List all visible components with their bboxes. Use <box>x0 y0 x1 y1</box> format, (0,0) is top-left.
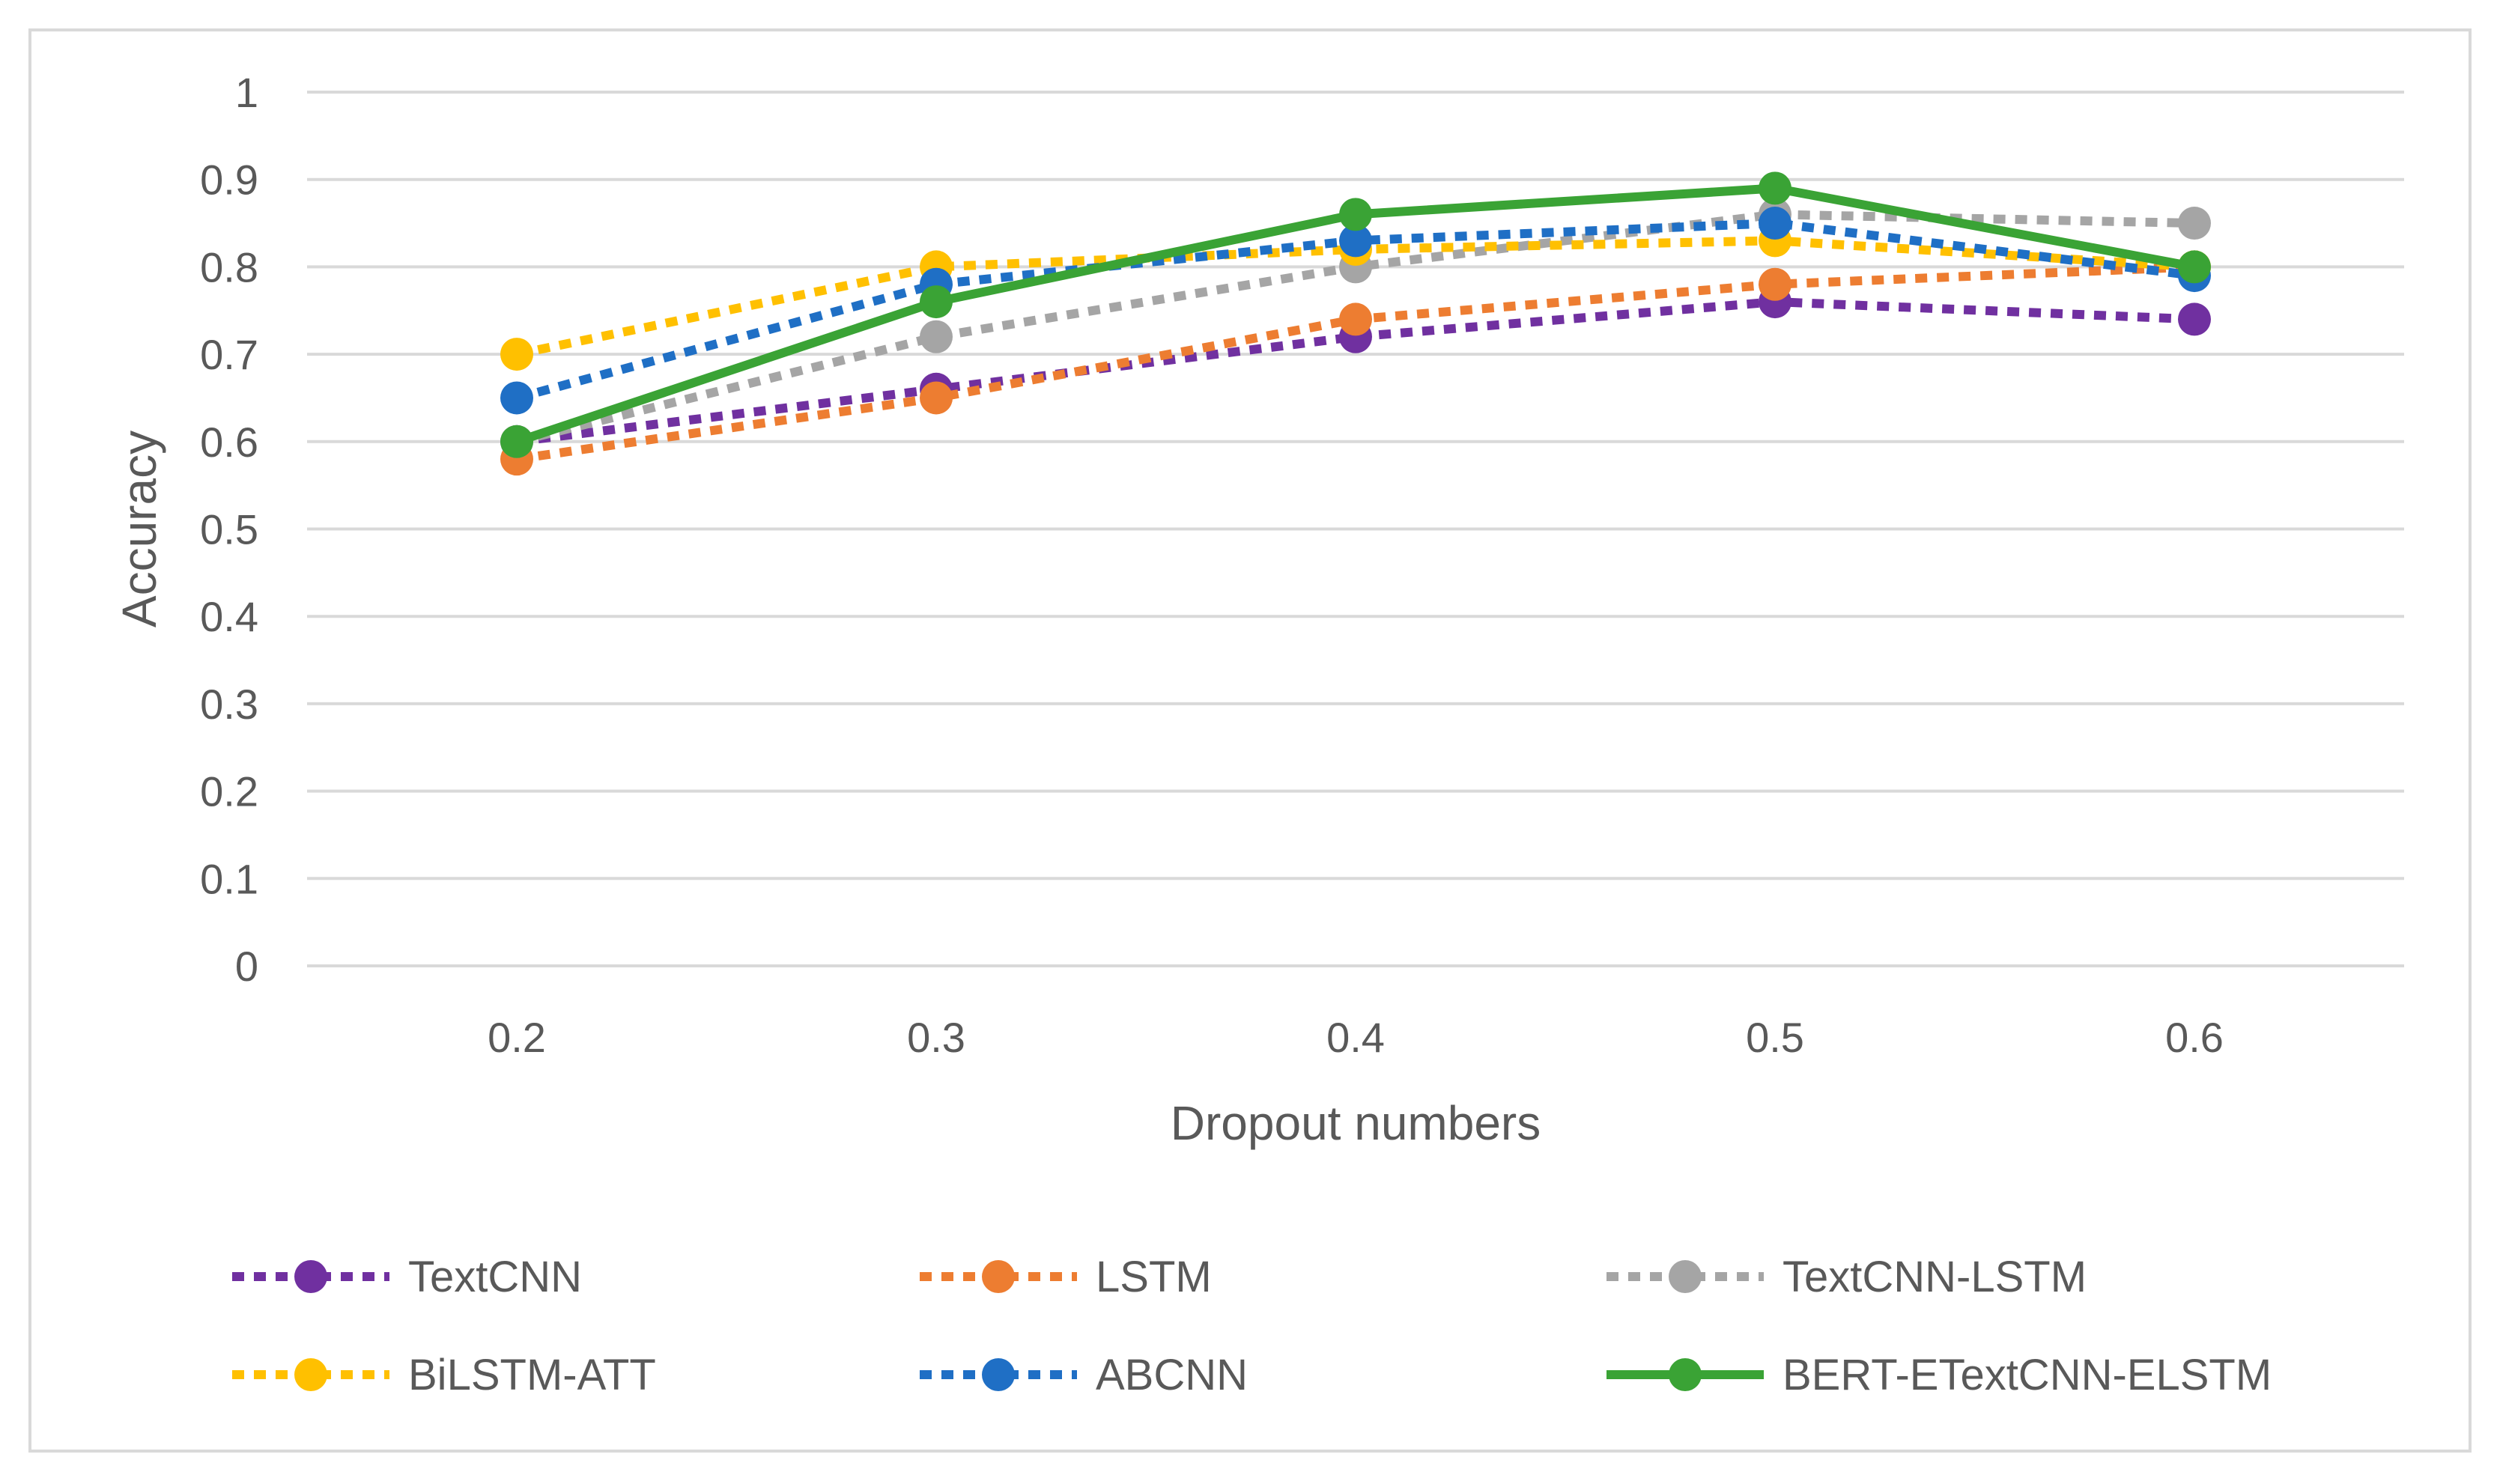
data-point <box>1759 267 1791 301</box>
legend-label: TextCNN <box>408 1253 582 1301</box>
legend-item: TextCNN-LSTM <box>1606 1253 2087 1301</box>
y-tick-label: 0.9 <box>200 156 258 204</box>
data-point <box>2178 207 2211 240</box>
data-point <box>920 381 953 415</box>
legend-marker <box>1669 1358 1702 1391</box>
y-tick-label: 0.5 <box>200 506 258 553</box>
y-tick-label: 0.2 <box>200 768 258 815</box>
legend: TextCNN LSTM TextCNN-LSTM BiLSTM-ATT ABCNN BE… <box>232 1253 2272 1399</box>
legend-marker <box>294 1358 327 1391</box>
x-axis-ticks: 0.2 0.3 0.4 0.5 0.6 <box>488 1014 2224 1061</box>
legend-marker <box>1669 1260 1702 1293</box>
data-point <box>1759 171 1791 205</box>
data-point <box>920 285 953 319</box>
x-axis-title: Dropout numbers <box>1171 1096 1541 1150</box>
x-tick-label: 0.2 <box>488 1014 546 1061</box>
data-point <box>2178 302 2211 336</box>
legend-label: BERT-ETextCNN-ELSTM <box>1782 1351 2272 1399</box>
legend-marker <box>982 1260 1015 1293</box>
data-point <box>920 320 953 353</box>
series-bert-etextcnn-elstm <box>500 171 2211 458</box>
series-line <box>516 262 2195 464</box>
y-tick-label: 0.8 <box>200 243 258 291</box>
y-tick-label: 0.6 <box>200 419 258 466</box>
y-axis-title: Accuracy <box>112 431 166 627</box>
legend-label: ABCNN <box>1096 1351 1248 1399</box>
y-tick-label: 0.3 <box>200 681 258 728</box>
legend-item: LSTM <box>920 1253 1212 1301</box>
y-tick-label: 0.1 <box>200 855 258 902</box>
y-tick-label: 0 <box>235 943 258 990</box>
legend-item: ABCNN <box>920 1351 1248 1399</box>
data-point <box>1339 224 1372 258</box>
series-lines <box>500 171 2211 476</box>
y-tick-label: 0.7 <box>200 331 258 378</box>
legend-marker <box>294 1260 327 1293</box>
x-tick-label: 0.6 <box>2165 1014 2224 1061</box>
legend-label: TextCNN-LSTM <box>1782 1253 2087 1301</box>
y-axis-ticks: 0 0.1 0.2 0.3 0.4 0.5 0.6 0.7 0.8 0.9 1 <box>200 69 258 990</box>
x-tick-label: 0.4 <box>1326 1014 1385 1061</box>
legend-item: BiLSTM-ATT <box>232 1351 656 1399</box>
data-point <box>2178 250 2211 284</box>
data-point <box>1339 302 1372 336</box>
legend-item: BERT-ETextCNN-ELSTM <box>1606 1351 2272 1399</box>
x-tick-label: 0.5 <box>1746 1014 1804 1061</box>
y-tick-label: 1 <box>235 69 258 116</box>
data-point <box>1339 198 1372 231</box>
x-tick-label: 0.3 <box>907 1014 965 1061</box>
data-point <box>500 381 533 415</box>
legend-label: LSTM <box>1096 1253 1212 1301</box>
data-point <box>500 338 533 371</box>
legend-marker <box>982 1358 1015 1391</box>
data-point <box>1759 207 1791 240</box>
y-tick-label: 0.4 <box>200 593 258 640</box>
data-point <box>500 425 533 458</box>
legend-item: TextCNN <box>232 1253 582 1301</box>
legend-label: BiLSTM-ATT <box>408 1351 656 1399</box>
